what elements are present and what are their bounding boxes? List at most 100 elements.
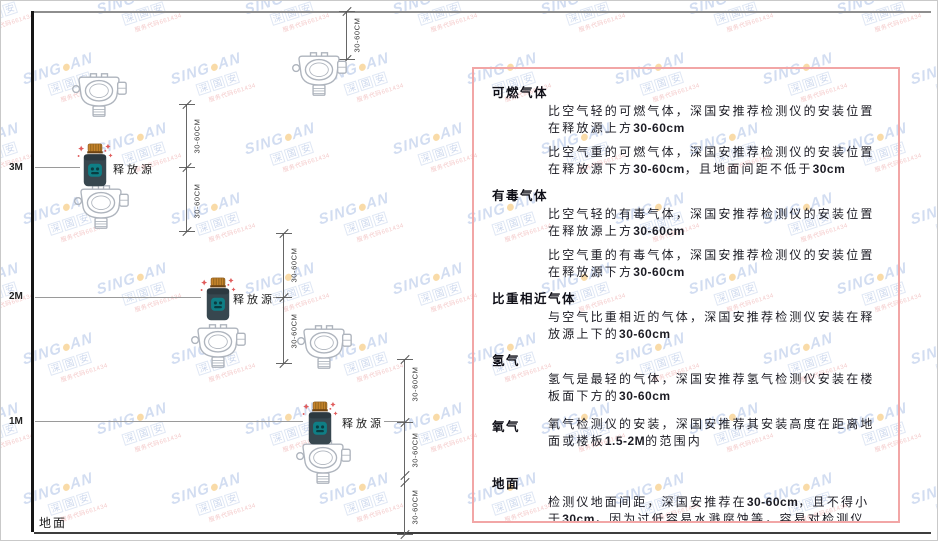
dimension-range-label: 30-60CM bbox=[410, 366, 420, 402]
watermark-dot-icon bbox=[358, 202, 367, 212]
leader-line-2m bbox=[35, 297, 201, 298]
dimension-line-2m bbox=[276, 228, 292, 369]
watermark-dot-icon bbox=[62, 342, 71, 352]
watermark-dot-icon bbox=[136, 132, 145, 142]
gas-release-source-icon bbox=[199, 277, 237, 322]
ground-label: 地面 bbox=[39, 516, 68, 530]
gas-detector-icon bbox=[296, 324, 352, 370]
dimension-range-label: 30-60CM bbox=[410, 489, 420, 525]
gas-detector-icon bbox=[291, 51, 347, 97]
watermark-dot-icon bbox=[136, 1, 145, 2]
watermark-dot-icon bbox=[210, 202, 219, 212]
dimension-range-label: 30-60CM bbox=[192, 183, 202, 219]
panel-paragraph: 比空气重的有毒气体，深国安推荐检测仪的安装位置在释放源下方30-60cm bbox=[548, 248, 875, 279]
panel-section: 比重相近气体与空气比重相近的气体，深国安推荐检测仪安装在释放源上下的30-60c… bbox=[486, 288, 886, 342]
height-label-1m: 1M bbox=[9, 416, 23, 427]
leader-line-3m bbox=[35, 167, 80, 168]
watermark-dot-icon bbox=[210, 482, 219, 492]
watermark-dot-icon bbox=[876, 1, 885, 2]
ground-line bbox=[34, 532, 931, 534]
dimension-range-label: 30-60CM bbox=[410, 432, 420, 468]
height-label-2m: 2M bbox=[9, 291, 23, 302]
watermark-dot-icon bbox=[62, 62, 71, 72]
release-source-label: 释放源 bbox=[233, 294, 275, 306]
panel-section: 氧气 氧气检测仪的安装，深国安推荐其安装高度在距离地面或楼板1.5-2M的范围内 bbox=[486, 412, 886, 457]
gas-detector-icon bbox=[71, 72, 127, 118]
dimension-line-1m-ground bbox=[397, 354, 413, 540]
installation-guide-content: 可燃气体比空气轻的可燃气体，深国安推荐检测仪的安装位置在释放源上方30-60cm… bbox=[474, 69, 898, 523]
dimension-range-label: 30-60CM bbox=[289, 313, 299, 349]
panel-section-heading: 比重相近气体 bbox=[492, 292, 577, 306]
installation-guide-panel: 可燃气体比空气轻的可燃气体，深国安推荐检测仪的安装位置在释放源上方30-60cm… bbox=[472, 67, 900, 523]
watermark-dot-icon bbox=[432, 412, 441, 422]
panel-section: 有毒气体比空气轻的有毒气体，深国安推荐检测仪的安装位置在释放源上方30-60cm… bbox=[486, 185, 886, 280]
gas-release-source-icon bbox=[76, 143, 114, 188]
watermark-dot-icon bbox=[210, 62, 219, 72]
panel-section-heading: 氢气 bbox=[492, 354, 521, 368]
panel-paragraph: 与空气比重相近的气体，深国安推荐检测仪安装在释放源上下的30-60cm bbox=[548, 310, 875, 341]
panel-paragraph: 比空气重的可燃气体，深国安推荐检测仪的安装位置在释放源下方30-60cm，且地面… bbox=[548, 145, 875, 176]
release-source-label: 释放源 bbox=[113, 164, 155, 176]
watermark-dot-icon bbox=[728, 1, 737, 2]
panel-section-heading: 地面 bbox=[492, 477, 521, 491]
height-label-3m: 3M bbox=[9, 162, 23, 173]
panel-paragraph: 比空气轻的有毒气体，深国安推荐检测仪的安装位置在释放源上方30-60cm bbox=[548, 207, 875, 238]
gas-detector-icon bbox=[190, 323, 246, 369]
watermark-dot-icon bbox=[62, 482, 71, 492]
panel-paragraph: 检测仪地面间距，深国安推荐在30-60cm，且不得小于30cm，因为过低容易水溅… bbox=[548, 495, 870, 523]
release-source-label: 释放源 bbox=[342, 418, 384, 430]
panel-section: 氢气氢气是最轻的气体，深国安推荐氢气检测仪安装在楼板面下方的30-60cm bbox=[486, 350, 886, 404]
gas-detector-icon bbox=[295, 439, 351, 485]
watermark-dot-icon bbox=[358, 62, 367, 72]
panel-section-heading: 氧气 bbox=[492, 420, 521, 434]
panel-section: 地面检测仪地面间距，深国安推荐在30-60cm，且不得小于30cm，因为过低容易… bbox=[486, 473, 886, 523]
left-wall-line bbox=[31, 11, 34, 532]
ceiling-line bbox=[34, 11, 931, 13]
watermark-dot-icon bbox=[62, 202, 71, 212]
gas-release-source-icon bbox=[301, 401, 339, 446]
leader-connector-1m bbox=[384, 421, 404, 422]
dimension-range-label: 30-60CM bbox=[352, 17, 362, 53]
watermark-dot-icon bbox=[432, 132, 441, 142]
watermark-dot-icon bbox=[136, 272, 145, 282]
panel-section-heading: 有毒气体 bbox=[492, 189, 549, 203]
dimension-range-label: 30-60CM bbox=[289, 247, 299, 283]
watermark-dot-icon bbox=[580, 1, 589, 2]
watermark-dot-icon bbox=[432, 1, 441, 2]
dimension-line-3m bbox=[179, 99, 195, 237]
watermark-dot-icon bbox=[284, 132, 293, 142]
panel-section-heading: 可燃气体 bbox=[492, 86, 549, 100]
dimension-line-ceiling bbox=[339, 6, 355, 65]
panel-section: 可燃气体比空气轻的可燃气体，深国安推荐检测仪的安装位置在释放源上方30-60cm… bbox=[486, 82, 886, 177]
panel-paragraph: 氧气检测仪的安装，深国安推荐其安装高度在距离地面或楼板1.5-2M的范围内 bbox=[548, 417, 875, 448]
dimension-range-label: 30-60CM bbox=[192, 118, 202, 154]
watermark-dot-icon bbox=[358, 482, 367, 492]
panel-paragraph: 氢气是最轻的气体，深国安推荐氢气检测仪安装在楼板面下方的30-60cm bbox=[548, 372, 875, 403]
watermark-dot-icon bbox=[284, 1, 293, 2]
watermark-dot-icon bbox=[358, 342, 367, 352]
panel-paragraph: 比空气轻的可燃气体，深国安推荐检测仪的安装位置在释放源上方30-60cm bbox=[548, 104, 875, 135]
watermark-dot-icon bbox=[432, 272, 441, 282]
